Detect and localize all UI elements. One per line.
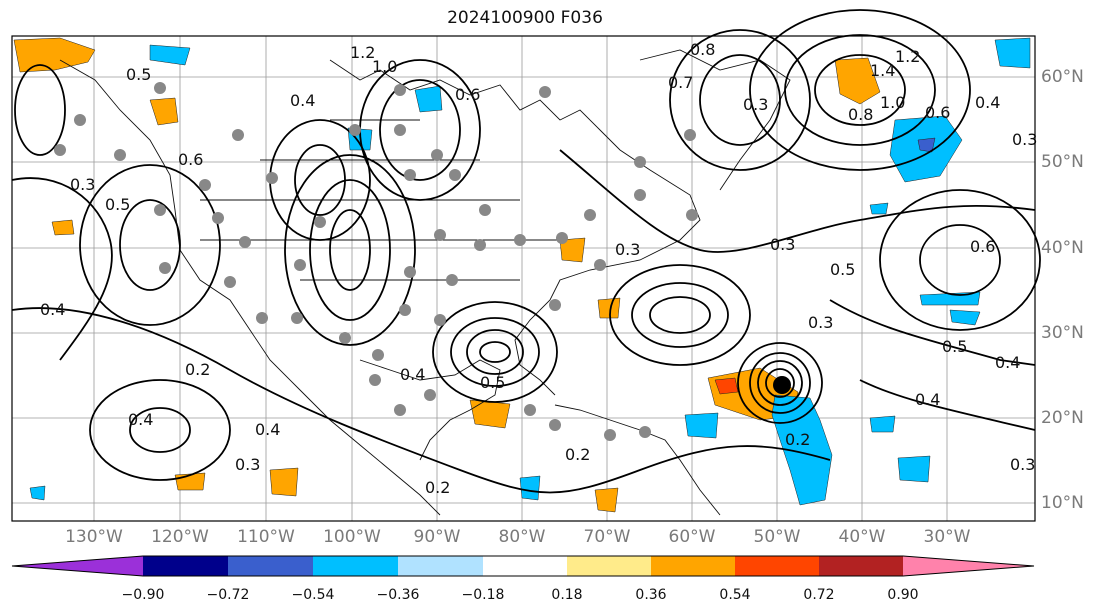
station-dots: [54, 82, 698, 441]
colorbar-tick: −0.54: [291, 587, 335, 603]
lon-label: 90°W: [413, 527, 461, 547]
contour-label: 1.0: [880, 93, 905, 112]
lat-label: 40°N: [1041, 238, 1084, 258]
colorbar-tick: 0.18: [551, 587, 583, 603]
lon-label: 70°W: [583, 527, 631, 547]
contour-label: 1.2: [895, 47, 920, 66]
contour-label: 0.2: [785, 430, 810, 449]
contour-label: 0.4: [400, 365, 425, 384]
contour-label: 0.5: [480, 373, 505, 392]
contour-label: 0.5: [105, 195, 130, 214]
contour-label: 0.5: [126, 65, 151, 84]
colorbar-cell: [903, 556, 1034, 576]
contour-label: 0.6: [455, 85, 480, 104]
contour-label: 0.3: [70, 175, 95, 194]
lon-label: 80°W: [498, 527, 546, 547]
contour-label: 0.2: [565, 445, 590, 464]
contour-label: 0.4: [255, 420, 280, 439]
colorbar-tick: 0.36: [635, 587, 667, 603]
contour-label: 0.3: [1012, 130, 1037, 149]
lon-label: 130°W: [65, 527, 123, 547]
colorbar-outline: [11, 555, 1035, 577]
colorbar-tick: 0.54: [719, 587, 751, 603]
contour-label: 0.6: [970, 237, 995, 256]
colorbar-tick: 0.90: [887, 587, 919, 603]
colorbar-cell: [567, 556, 651, 576]
lon-label: 110°W: [237, 527, 295, 547]
colorbar-cell: [819, 556, 903, 576]
contour-label: 0.6: [178, 150, 203, 169]
lon-label: 50°W: [753, 527, 801, 547]
colorbar-tick: −0.36: [376, 587, 420, 603]
colorbar-cell: [735, 556, 819, 576]
colorbar-cell: [143, 556, 228, 576]
contour-label: 0.4: [290, 91, 315, 110]
contour-label: 0.3: [615, 240, 640, 259]
colorbar-cell: [483, 556, 567, 576]
contour-label: 0.4: [975, 93, 1000, 112]
colorbar-cell: [12, 556, 143, 576]
lon-label: 120°W: [151, 527, 209, 547]
contour-labels: 1.2 1.0 0.5 0.4 0.6 0.8 0.3 0.7 1.4 1.2 …: [40, 40, 1037, 497]
map-title: 2024100900 F036: [447, 8, 603, 28]
contour-label: 0.2: [185, 360, 210, 379]
colorbar-cell: [313, 556, 398, 576]
contour-label: 1.0: [372, 57, 397, 76]
lon-label: 40°W: [838, 527, 886, 547]
colorbar-cell: [228, 556, 313, 576]
contour-label: 0.6: [925, 103, 950, 122]
colorbar-tick: −0.72: [206, 587, 250, 603]
contours: [11, 9, 1041, 494]
contour-label: 0.2: [425, 478, 450, 497]
lat-label: 30°N: [1041, 323, 1084, 343]
contour-label: 0.4: [995, 353, 1020, 372]
lon-label: 100°W: [323, 527, 381, 547]
lat-label: 60°N: [1041, 67, 1084, 87]
contour-label: 0.3: [235, 455, 260, 474]
lat-label: 20°N: [1041, 408, 1084, 428]
colorbar-tick: 0.72: [803, 587, 835, 603]
contour-label: 1.2: [350, 43, 375, 62]
contour-label: 0.4: [128, 410, 153, 429]
contour-label: 0.4: [40, 300, 65, 319]
colorbar-tick: −0.90: [121, 587, 165, 603]
colorbar-tick: −0.18: [461, 587, 505, 603]
lon-label: 30°W: [923, 527, 971, 547]
contour-label: 0.3: [1010, 455, 1035, 474]
lat-label: 50°N: [1041, 152, 1084, 172]
map-area: [12, 36, 1035, 521]
colorbar-cell: [651, 556, 735, 576]
contour-label: 0.8: [690, 40, 715, 59]
contour-label: 1.4: [870, 61, 895, 80]
lon-label: 60°W: [668, 527, 716, 547]
colorbar: [11, 555, 1035, 577]
contour-label: 0.5: [830, 260, 855, 279]
storm-center-marker: [773, 376, 791, 394]
contour-label: 0.3: [808, 313, 833, 332]
contour-label: 0.7: [668, 73, 693, 92]
contour-label: 0.3: [770, 235, 795, 254]
contour-label: 0.8: [848, 105, 873, 124]
contour-label: 0.4: [915, 390, 940, 409]
lat-label: 10°N: [1041, 493, 1084, 513]
contour-label: 0.3: [743, 95, 768, 114]
colorbar-cell: [398, 556, 483, 576]
contour-label: 0.5: [942, 337, 967, 356]
map-frame: [11, 35, 1036, 522]
